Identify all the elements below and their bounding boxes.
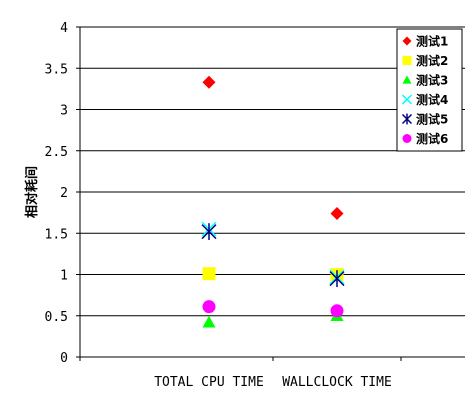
x-category-label: WALLCLOCK TIME bbox=[282, 375, 392, 390]
legend-marker bbox=[401, 113, 413, 125]
legend-item: 测试5 bbox=[401, 112, 448, 127]
data-point bbox=[330, 304, 344, 318]
axis-layer: 0 0.5 1 1.5 2 2.5 3 3.5 4 TOTAL CPU TIME WALLCLOCK… bbox=[24, 21, 465, 390]
y-tick-label: 0.5 bbox=[45, 310, 68, 325]
data-point bbox=[201, 223, 217, 240]
data-point bbox=[202, 75, 216, 89]
y-tick-label: 2 bbox=[60, 186, 68, 201]
legend-item: 测试2 bbox=[402, 53, 448, 68]
x-category-label: TOTAL CPU TIME bbox=[154, 375, 264, 390]
grid-layer bbox=[80, 26, 465, 317]
y-tick-label: 1 bbox=[60, 269, 68, 284]
y-tick-label: 0 bbox=[60, 351, 68, 366]
legend-item: 测试4 bbox=[401, 92, 448, 107]
legend-item: 测试3 bbox=[402, 73, 448, 88]
data-point bbox=[202, 315, 216, 328]
circle-shape bbox=[402, 134, 412, 143]
legend-marker bbox=[402, 56, 412, 65]
legend-label: 测试6 bbox=[416, 131, 448, 146]
diamond-shape bbox=[330, 206, 344, 220]
y-axis-title: 相对耗间 bbox=[24, 166, 40, 218]
data-point bbox=[330, 206, 344, 220]
y-tick-label: 3 bbox=[60, 104, 68, 119]
legend-marker bbox=[402, 134, 412, 143]
diamond-shape bbox=[402, 36, 412, 46]
legend-marker bbox=[402, 75, 412, 84]
square-shape bbox=[402, 56, 412, 65]
legend-marker bbox=[402, 36, 412, 46]
triangle-shape bbox=[402, 75, 412, 84]
legend-label: 测试1 bbox=[416, 34, 448, 49]
diamond-shape bbox=[202, 75, 216, 89]
y-tick-label: 3.5 bbox=[45, 62, 68, 77]
legend: 测试1 测试2 测试3 测试4 测试5 测试6 bbox=[396, 28, 463, 152]
data-point bbox=[329, 270, 345, 288]
y-tick-label: 4 bbox=[60, 21, 68, 36]
triangle-shape bbox=[202, 315, 216, 328]
legend-label: 测试5 bbox=[416, 112, 448, 127]
legend-label: 测试4 bbox=[416, 92, 448, 107]
data-point bbox=[202, 300, 216, 314]
circle-shape bbox=[330, 304, 344, 318]
legend-marker bbox=[401, 94, 413, 105]
legend-item: 测试6 bbox=[402, 131, 448, 146]
legend-item: 测试1 bbox=[402, 34, 448, 49]
legend-label: 测试3 bbox=[416, 73, 448, 88]
square-shape bbox=[202, 267, 216, 281]
legend-box bbox=[396, 28, 463, 152]
marker-layer bbox=[201, 75, 345, 328]
y-tick-label: 1.5 bbox=[45, 227, 68, 242]
y-tick-label: 2.5 bbox=[45, 145, 68, 160]
x-stroke bbox=[401, 94, 413, 105]
data-point bbox=[202, 267, 216, 281]
legend-label: 测试2 bbox=[416, 53, 448, 68]
circle-shape bbox=[202, 300, 216, 314]
